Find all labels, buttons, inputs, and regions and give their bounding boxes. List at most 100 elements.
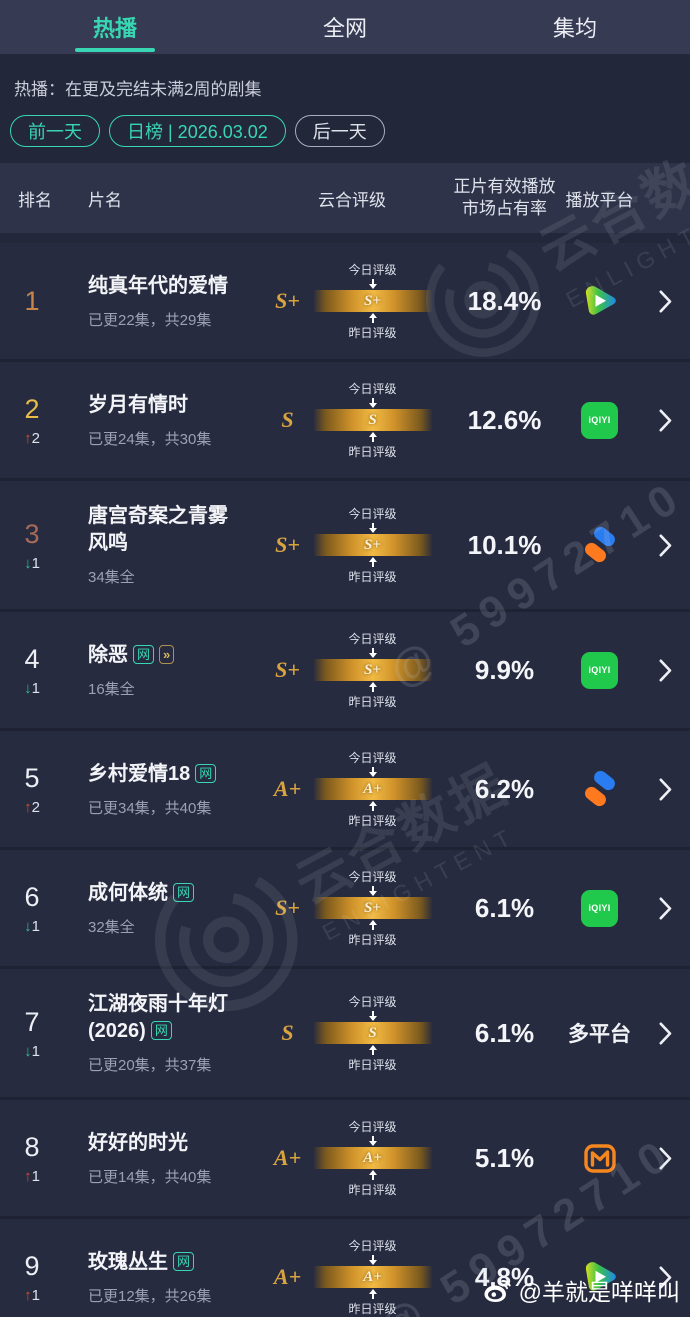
iqiyi-icon-text: iQIYI: [588, 415, 611, 425]
today-marker-icon: [368, 772, 377, 777]
drama-title-text: 岁月有情时: [88, 393, 188, 416]
chevron-right-icon[interactable]: [659, 1147, 672, 1170]
drama-row[interactable]: 7 ↓ 1 江湖夜雨十年灯(2026) 网 已更20集，共37集 S 今日评级 S …: [0, 969, 690, 1100]
rating-bar-value: S: [368, 1024, 377, 1041]
rating-cell: A+ 今日评级 A+ 昨日评级: [252, 1118, 452, 1198]
rating-trend-graph: 今日评级 S 昨日评级: [313, 380, 432, 460]
chevron-right-icon[interactable]: [659, 534, 672, 557]
youku-icon: [584, 770, 615, 807]
rating-cell: S+ 今日评级 S+ 昨日评级: [252, 261, 452, 341]
rank-change-arrow-icon: ↓: [24, 1042, 32, 1060]
yesterday-rating-label: 昨日评级: [348, 933, 397, 947]
mango-tv-icon: [583, 1144, 616, 1173]
today-rating-label: 今日评级: [348, 995, 397, 1009]
episode-info: 已更20集，共37集: [88, 1057, 212, 1074]
episode-info: 已更24集，共30集: [88, 430, 212, 448]
yesterday-rating-label: 昨日评级: [348, 695, 397, 709]
rank-change: ↓ 1: [24, 555, 40, 572]
chevron-right-icon[interactable]: [659, 1022, 672, 1045]
rating-trend-graph: 今日评级 S+ 昨日评级: [313, 630, 432, 710]
rating-trend-graph: 今日评级 A+ 昨日评级: [313, 1237, 432, 1317]
drama-title: 纯真年代的爱情: [88, 273, 246, 300]
rating-bar: S+: [313, 290, 432, 312]
tab-per-episode[interactable]: 集均: [552, 16, 597, 41]
rank-change-arrow-icon: ↓: [24, 554, 32, 572]
table-header: 排名 片名 云合评级 正片有效播放 市场占有率 播放平台: [0, 163, 690, 233]
rating-label: S: [281, 407, 294, 432]
platform-cell: [557, 769, 642, 809]
market-share: 18.4%: [467, 285, 542, 316]
today-rating-label: 今日评级: [348, 382, 397, 396]
rating-cell: S 今日评级 S 昨日评级: [252, 993, 452, 1073]
rating-bar-value: A+: [363, 1149, 382, 1166]
drama-row[interactable]: 8 ↑ 1 好好的时光 已更14集，共40集 A+ 今日评级 A+ 昨日评级: [0, 1100, 690, 1219]
drama-row[interactable]: 3 ↓ 1 唐宫奇案之青雾风鸣 34集全 S+ 今日评级 S+ 昨日评级 1: [0, 481, 690, 612]
chevron-right-icon[interactable]: [659, 1266, 672, 1289]
drama-row[interactable]: 1 纯真年代的爱情 已更22集，共29集 S+ 今日评级 S+ 昨日评级: [0, 243, 690, 362]
rank-number: 1: [24, 285, 40, 316]
rating-bar-value: S: [368, 411, 377, 428]
rating-label: A+: [273, 1264, 302, 1289]
rank-change: ↓ 1: [24, 1043, 40, 1060]
platform-cell: [557, 1257, 642, 1297]
rating-trend-graph: 今日评级 S+ 昨日评级: [313, 261, 432, 341]
rating-label: S+: [275, 657, 300, 682]
rank-change-value: 2: [31, 798, 40, 816]
rank-change-value: 1: [31, 554, 40, 572]
rating-bar-value: A+: [363, 780, 382, 797]
platform-cell: iQIYI: [557, 889, 642, 927]
drama-row[interactable]: 6 ↓ 1 成何体统网 32集全 S+ 今日评级 S+ 昨日评级 6.1%: [0, 850, 690, 969]
yesterday-rating-label: 昨日评级: [348, 445, 397, 459]
today-rating-label: 今日评级: [348, 263, 397, 277]
episode-info: 已更14集，共40集: [88, 1168, 212, 1186]
rating-label: A+: [273, 1145, 302, 1170]
drama-row[interactable]: 4 ↓ 1 除恶网» 16集全 S+ 今日评级 S+ 昨日评级 9.9%: [0, 612, 690, 731]
chevron-right-icon[interactable]: [659, 659, 672, 682]
rank-change: ↑ 2: [24, 430, 40, 447]
list-description: 热播：在更及完结未满2周的剧集: [14, 80, 262, 99]
drama-row[interactable]: 9 ↑ 1 玫瑰丛生网 已更12集，共26集 A+ 今日评级 A+ 昨日评级: [0, 1219, 690, 1317]
rating-trend-graph: 今日评级 S+ 昨日评级: [313, 505, 432, 585]
header-rating: 云合评级: [318, 190, 386, 210]
weibo-icon: [484, 1280, 511, 1302]
prev-day-button[interactable]: 前一天: [10, 115, 100, 147]
episode-info: 34集全: [88, 569, 135, 586]
today-marker-icon: [368, 1016, 377, 1021]
platform-cell: [557, 281, 642, 321]
date-selector[interactable]: 日榜 | 2026.03.02: [109, 115, 286, 147]
rating-label: S+: [275, 532, 300, 557]
next-day-button[interactable]: 后一天: [294, 115, 385, 147]
drama-title: 江湖夜雨十年灯(2026) 网: [88, 991, 246, 1045]
rank-change-value: 2: [31, 429, 40, 447]
platform-multi-label: 多平台: [568, 1023, 631, 1046]
drama-row[interactable]: 2 ↑ 2 岁月有情时 已更24集，共30集 S 今日评级 S 昨日评级 1: [0, 362, 690, 481]
tab-all-network[interactable]: 全网: [322, 16, 367, 41]
weibo-handle: @羊就是咩咩叫: [518, 1279, 680, 1305]
drama-title-text: 唐宫奇案之青雾风鸣: [88, 505, 228, 554]
drama-title: 好好的时光: [88, 1130, 246, 1157]
today-marker-icon: [368, 284, 377, 289]
market-share: 12.6%: [467, 404, 542, 435]
iqiyi-icon: iQIYI: [581, 651, 618, 689]
drama-row[interactable]: 5 ↑ 2 乡村爱情18 网 已更34集，共40集 A+ 今日评级 A+ 昨日评级: [0, 731, 690, 850]
rating-label: S+: [275, 288, 300, 313]
iqiyi-icon-text: iQIYI: [588, 665, 611, 675]
drama-title-text: 好好的时光: [88, 1131, 188, 1154]
chevron-right-icon[interactable]: [659, 778, 672, 801]
yesterday-marker-icon: [368, 1045, 377, 1050]
chevron-right-icon[interactable]: [659, 290, 672, 313]
rank-change: ↓ 1: [24, 918, 40, 935]
web-only-badge: 网: [173, 882, 195, 902]
header-rank: 排名: [18, 190, 52, 210]
yesterday-marker-icon: [368, 557, 377, 562]
rating-trend-graph: 今日评级 S 昨日评级: [313, 993, 432, 1073]
drama-title-text: 除恶: [88, 643, 128, 666]
chevron-right-icon[interactable]: [659, 409, 672, 432]
rank-change-value: 1: [31, 917, 40, 935]
rank-change: ↑ 2: [24, 799, 40, 816]
chevron-right-icon[interactable]: [659, 897, 672, 920]
rating-cell: A+ 今日评级 A+ 昨日评级: [252, 749, 452, 829]
drama-title: 乡村爱情18 网: [88, 761, 246, 788]
tab-hot[interactable]: 热播: [0, 0, 230, 54]
rating-bar: S: [313, 1022, 432, 1044]
